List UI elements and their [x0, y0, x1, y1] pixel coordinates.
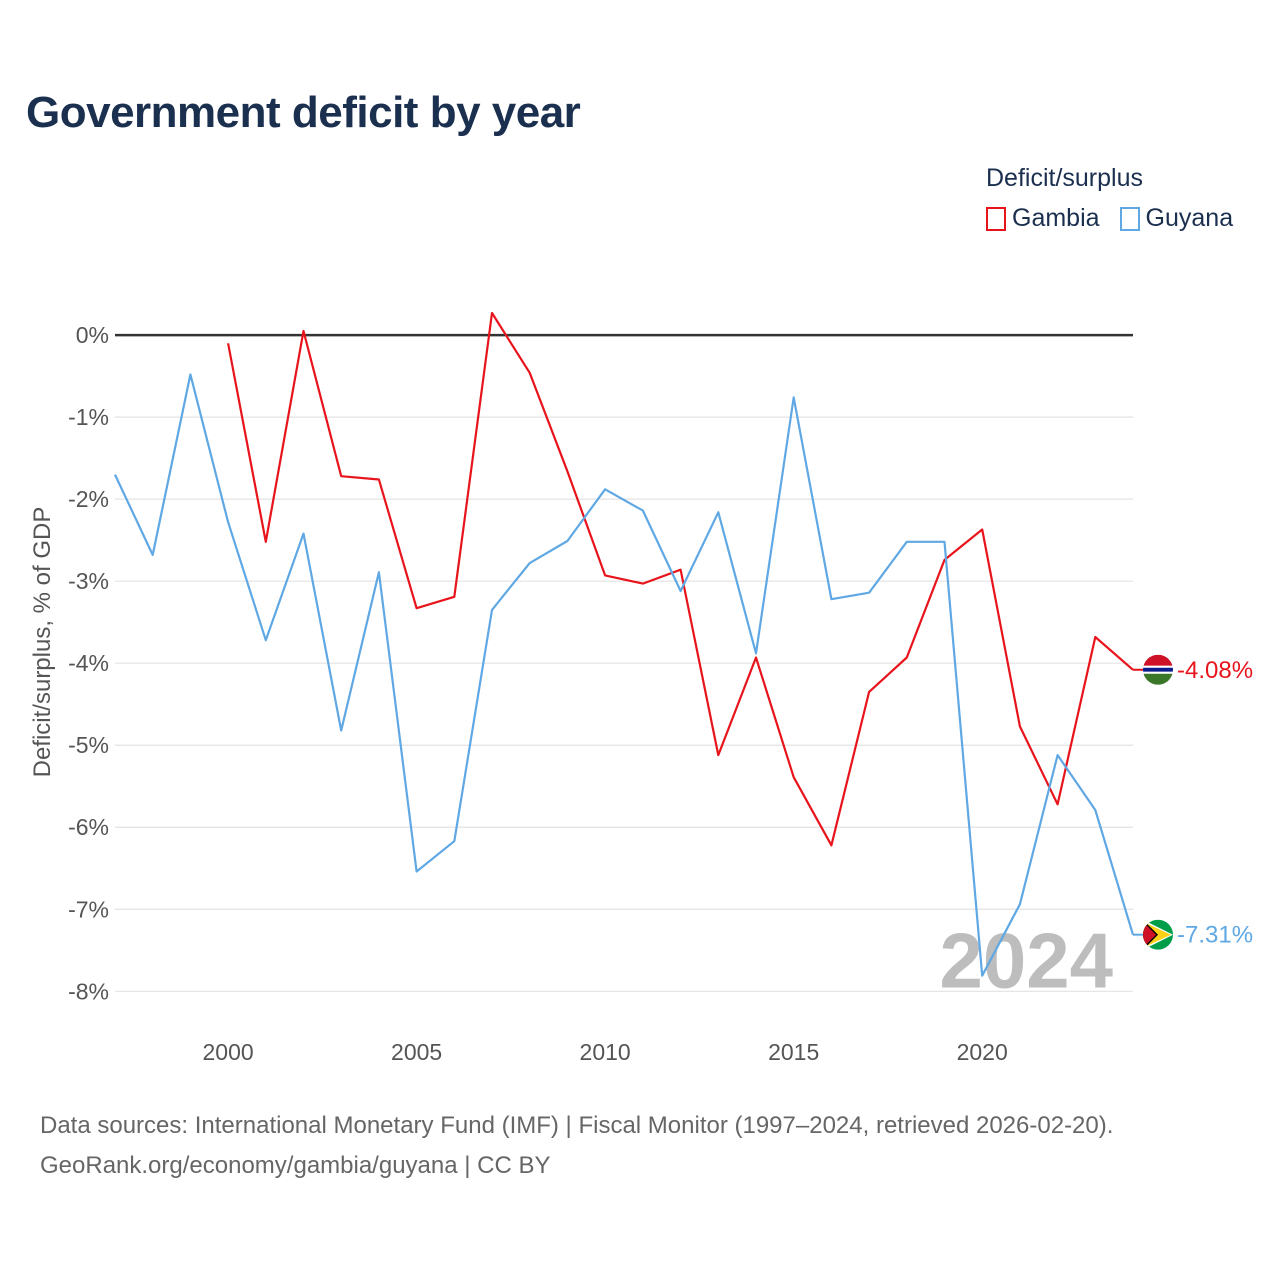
- y-tick-label: -1%: [68, 404, 109, 430]
- year-watermark: 2024: [939, 916, 1113, 1004]
- legend-swatch-gambia: [986, 206, 1006, 231]
- y-tick-label: 0%: [76, 322, 109, 348]
- x-tick-label: 2020: [957, 1039, 1008, 1065]
- y-tick-label: -3%: [68, 568, 109, 594]
- legend-swatch-guyana: [1119, 206, 1140, 231]
- y-tick-label: -5%: [68, 732, 109, 758]
- chart-title: Government deficit by year: [26, 88, 581, 137]
- series-line-gambia: [227, 311, 1134, 847]
- legend-item-gambia[interactable]: Gambia: [986, 204, 1100, 233]
- x-tick-label: 2015: [768, 1039, 819, 1065]
- y-tick-label: -7%: [68, 896, 109, 922]
- line-chart: 0% -1% -2% -3% -4% -5% -6% -7% -8% 2000 2005 2010 20…: [29, 311, 1253, 1065]
- x-tick-label: 2000: [203, 1039, 254, 1065]
- y-tick-label: -6%: [68, 814, 109, 840]
- gambia-flag-icon: [1143, 654, 1173, 685]
- x-tick-label: 2010: [580, 1039, 631, 1065]
- x-tick-label: 2005: [391, 1039, 442, 1065]
- y-tick-label: -2%: [68, 486, 109, 512]
- legend-item-guyana[interactable]: Guyana: [1119, 204, 1234, 233]
- end-value-label-gambia: -4.08%: [1177, 657, 1253, 684]
- legend-label-guyana: Guyana: [1145, 204, 1234, 232]
- end-value-label-guyana: -7.31%: [1177, 922, 1253, 949]
- legend: Gambia Guyana: [986, 204, 1233, 233]
- legend-label-gambia: Gambia: [1012, 204, 1100, 232]
- series-line-guyana: [114, 373, 1135, 977]
- y-tick-label: -8%: [68, 978, 109, 1004]
- y-axis-title: Deficit/surplus, % of GDP: [29, 507, 56, 778]
- legend-title: Deficit/surplus: [986, 164, 1143, 192]
- data-source-note: Data sources: International Monetary Fun…: [40, 1106, 1113, 1186]
- guyana-flag-icon: [1143, 919, 1173, 950]
- attribution-line: GeoRank.org/economy/gambia/guyana | CC B…: [40, 1152, 551, 1179]
- y-tick-label: -4%: [68, 650, 109, 676]
- data-source-line: Data sources: International Monetary Fun…: [40, 1112, 1114, 1139]
